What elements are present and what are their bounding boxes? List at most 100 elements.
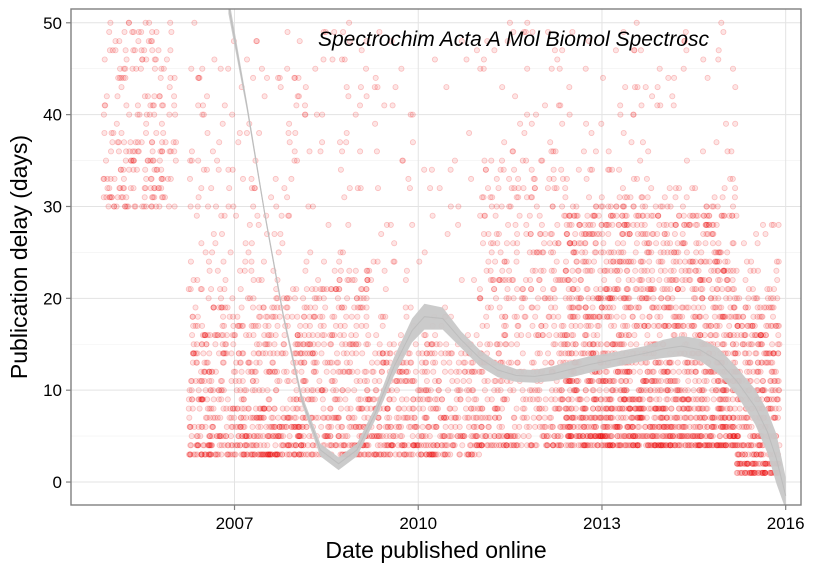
data-point	[644, 230, 651, 237]
data-point	[187, 203, 194, 210]
data-point	[224, 451, 231, 458]
data-point	[138, 139, 145, 146]
data-point	[292, 442, 299, 449]
data-point	[201, 377, 208, 384]
data-point	[466, 377, 473, 384]
data-point	[695, 304, 702, 311]
data-point	[112, 47, 119, 54]
data-point	[771, 377, 778, 384]
data-point	[551, 405, 558, 412]
data-point	[670, 313, 677, 320]
data-point	[697, 286, 704, 293]
data-point	[294, 341, 301, 348]
data-point	[672, 387, 679, 394]
data-point	[495, 350, 502, 357]
data-point	[662, 405, 669, 412]
data-point	[239, 377, 246, 384]
data-point	[313, 451, 320, 458]
data-point	[702, 313, 709, 320]
data-point	[613, 203, 620, 210]
data-point	[576, 433, 583, 440]
data-point	[253, 341, 260, 348]
data-point	[164, 175, 171, 182]
data-point	[346, 185, 353, 192]
data-point	[170, 139, 177, 146]
data-point	[343, 129, 350, 136]
data-point	[635, 304, 642, 311]
data-point	[130, 47, 137, 54]
data-point	[238, 304, 245, 311]
data-point	[362, 65, 369, 72]
data-point	[618, 387, 625, 394]
data-point	[748, 258, 755, 265]
x-tick-label: 2016	[767, 514, 805, 533]
data-point	[657, 442, 664, 449]
data-point	[256, 350, 263, 357]
data-point	[297, 350, 304, 357]
data-point	[147, 175, 154, 182]
data-point	[510, 442, 517, 449]
data-point	[317, 322, 324, 329]
data-point	[334, 396, 341, 403]
data-point	[398, 423, 405, 430]
data-point	[545, 350, 552, 357]
data-point	[713, 221, 720, 228]
data-point	[677, 433, 684, 440]
data-point	[111, 203, 118, 210]
data-point	[149, 194, 156, 201]
data-point	[692, 185, 699, 192]
data-point	[635, 433, 642, 440]
data-point	[238, 451, 245, 458]
data-point	[542, 442, 549, 449]
data-point	[187, 258, 194, 265]
data-point	[294, 313, 301, 320]
data-point	[700, 56, 707, 63]
data-point	[477, 65, 484, 72]
data-point	[265, 433, 272, 440]
data-point	[538, 221, 545, 228]
data-point	[297, 322, 304, 329]
data-point	[764, 396, 771, 403]
data-point	[657, 359, 664, 366]
data-point	[253, 38, 260, 45]
data-point	[483, 442, 490, 449]
data-point	[672, 221, 679, 228]
data-point	[108, 194, 115, 201]
data-point	[309, 203, 316, 210]
data-point	[129, 157, 136, 164]
data-point	[616, 194, 623, 201]
data-point	[336, 433, 343, 440]
data-point	[391, 240, 398, 247]
data-point	[249, 304, 256, 311]
data-point	[245, 405, 252, 412]
data-point	[399, 442, 406, 449]
data-point	[135, 28, 142, 35]
data-point	[418, 433, 425, 440]
data-point	[205, 451, 212, 458]
data-point	[629, 313, 636, 320]
data-point	[649, 433, 656, 440]
data-point	[198, 240, 205, 247]
data-point	[773, 267, 780, 274]
data-point	[339, 341, 346, 348]
data-point	[684, 368, 691, 375]
data-point	[215, 451, 222, 458]
data-point	[222, 341, 229, 348]
data-point	[435, 377, 442, 384]
data-point	[294, 433, 301, 440]
data-point	[337, 442, 344, 449]
data-point	[114, 93, 121, 100]
data-point	[291, 442, 298, 449]
data-point	[264, 341, 271, 348]
data-point	[245, 359, 252, 366]
data-point	[741, 350, 748, 357]
data-point	[296, 423, 303, 430]
data-point	[261, 405, 268, 412]
data-point	[775, 258, 782, 265]
data-point	[585, 295, 592, 302]
data-point	[141, 185, 148, 192]
data-point	[203, 341, 210, 348]
data-point	[761, 304, 768, 311]
data-point	[602, 267, 609, 274]
data-point	[195, 423, 202, 430]
